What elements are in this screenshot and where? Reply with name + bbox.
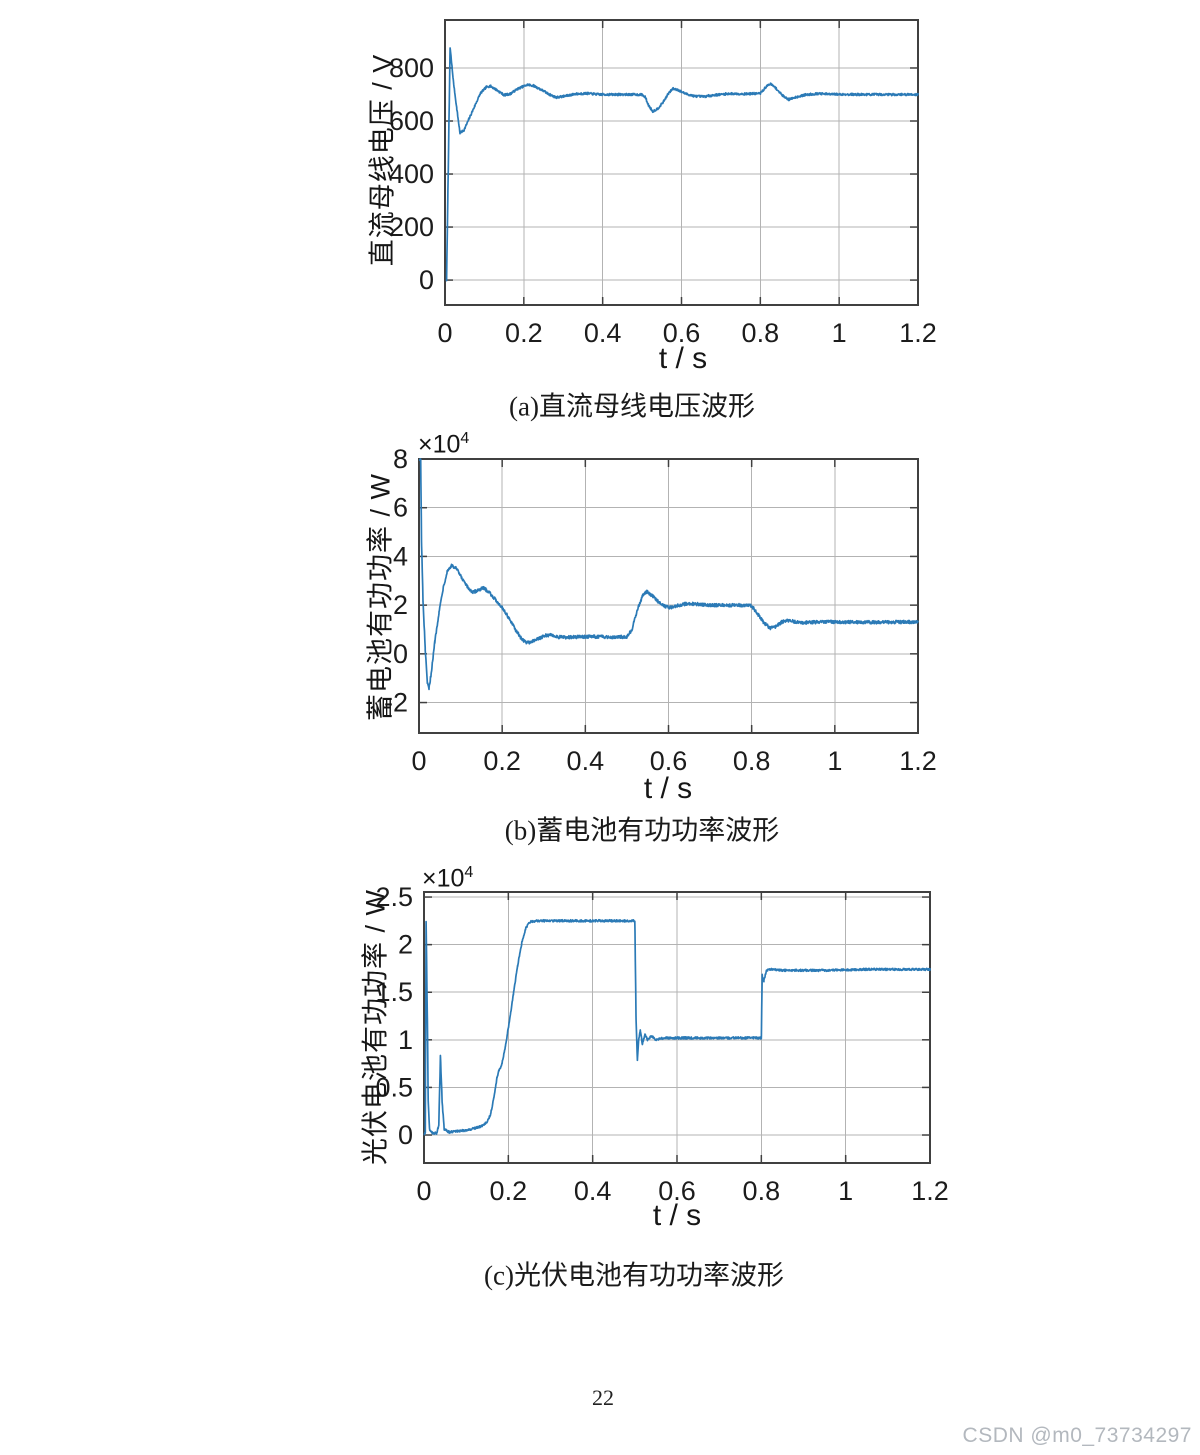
x-tick-label: 0.8 — [743, 1176, 781, 1206]
x-tick-label: 0.6 — [650, 746, 688, 776]
y-tick-label: 1 — [398, 1025, 413, 1055]
y-tick-label: 1.5 — [375, 977, 413, 1007]
y-tick-label: 6 — [393, 493, 408, 523]
y-tick-label: 0 — [419, 265, 434, 295]
x-tick-label: 0.2 — [483, 746, 521, 776]
y-tick-label: 200 — [389, 212, 434, 242]
y-exponent-b: ×104 — [418, 430, 469, 459]
x-axis-label-c: t / s — [652, 1199, 702, 1232]
x-tick-label: 0.4 — [574, 1176, 612, 1206]
y-tick-label: 800 — [389, 53, 434, 83]
x-tick-label: 0.8 — [742, 318, 780, 348]
x-axis-label-b: t / s — [643, 772, 693, 805]
series-line-battery-active-power — [418, 458, 919, 691]
series-line-dc-bus-voltage — [445, 47, 919, 282]
chart-a: 0 0.2 0.4 0.6 0.8 1 1.2 0 200 400 600 800 — [389, 19, 937, 348]
x-tick-label: 0.6 — [663, 318, 701, 348]
x-tick-label: 0.2 — [490, 1176, 528, 1206]
x-tick-label: 0.4 — [584, 318, 622, 348]
y-axis-label-a: 直流母线电压 / V — [367, 53, 398, 267]
x-tick-label: 1 — [832, 318, 847, 348]
x-tick-label: 0 — [437, 318, 452, 348]
y-tick-label: 8 — [393, 444, 408, 474]
x-tick-label: 0 — [416, 1176, 431, 1206]
exponent-prefix: ×10 — [422, 864, 465, 893]
y-tick-label: 0 — [398, 1120, 413, 1150]
caption-b: (b)蓄电池有功功率波形 — [504, 815, 780, 846]
x-axis-label-a: t / s — [658, 342, 708, 375]
watermark: CSDN @m0_73734297 — [962, 1424, 1192, 1447]
y-tick-label: 2 — [398, 930, 413, 960]
y-tick-label: 2.5 — [375, 882, 413, 912]
exponent-power: 4 — [460, 430, 470, 447]
y-tick-label: 4 — [393, 541, 408, 571]
x-tick-label: 1.2 — [899, 318, 937, 348]
y-axis-label-b: 蓄电池有功功率 / W — [365, 473, 396, 721]
y-tick-label: 600 — [389, 106, 434, 136]
x-tick-label: 0.2 — [505, 318, 543, 348]
page-number: 22 — [592, 1385, 614, 1410]
y-exponent-c: ×104 — [422, 864, 473, 893]
x-tick-label: 1 — [827, 746, 842, 776]
x-tick-label: 0.4 — [567, 746, 605, 776]
exponent-power: 4 — [464, 864, 474, 881]
caption-c: (c)光伏电池有功功率波形 — [484, 1260, 784, 1291]
chart-c: 0 0.2 0.4 0.6 0.8 1 1.2 0 0.5 1 1.5 2 2.5 — [375, 882, 948, 1206]
x-tick-label: 0.6 — [658, 1176, 696, 1206]
exponent-prefix: ×10 — [418, 430, 461, 459]
series-line-pv-active-power — [423, 918, 931, 1136]
y-tick-label: -2 — [384, 688, 408, 718]
y-axis-label-c: 光伏电池有功功率 / W — [360, 889, 391, 1165]
x-tick-label: 0 — [411, 746, 426, 776]
caption-a: (a)直流母线电压波形 — [509, 391, 755, 422]
y-tick-label: 0 — [393, 639, 408, 669]
y-tick-label: 2 — [393, 590, 408, 620]
x-tick-label: 1.2 — [899, 746, 937, 776]
y-tick-label: 0.5 — [375, 1072, 413, 1102]
y-tick-label: 400 — [389, 159, 434, 189]
x-tick-label: 1 — [838, 1176, 853, 1206]
x-tick-label: 1.2 — [911, 1176, 949, 1206]
x-tick-label: 0.8 — [733, 746, 771, 776]
